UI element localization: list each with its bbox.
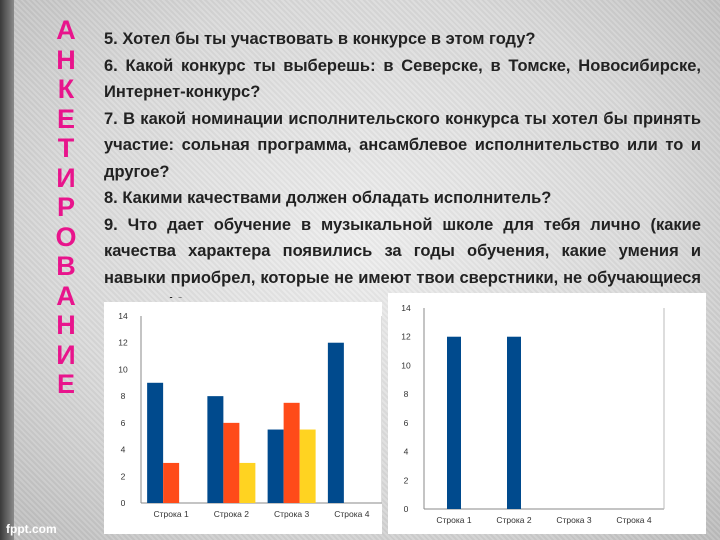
bar-series-2-2 [223, 422, 240, 503]
bar-series-2-3 [283, 402, 300, 503]
bar-series-1-3 [267, 429, 284, 503]
question-9: 9. Что дает обучение в музыкальной школе… [104, 215, 701, 299]
vertical-letter: И [56, 162, 76, 193]
x-category-label: Строка 3 [274, 509, 309, 519]
bar-series-1-2 [507, 336, 521, 509]
x-category-label: Строка 1 [154, 509, 189, 519]
y-tick-label: 10 [118, 364, 128, 374]
bar-series-1-4 [327, 342, 344, 503]
x-category-label: Строка 2 [496, 515, 531, 525]
question-6: 6. Какой конкурс ты выберешь: в Северске… [104, 56, 701, 102]
y-tick-label: 2 [121, 471, 126, 481]
y-tick-label: 8 [404, 389, 409, 399]
bar-series-2-1 [163, 462, 180, 503]
x-category-label: Строка 4 [616, 515, 651, 525]
y-tick-label: 4 [121, 445, 126, 455]
vertical-letter: Р [56, 192, 75, 222]
question-5: 5. Хотел бы ты участвовать в конкурсе в … [104, 30, 536, 48]
questions-list: 5. Хотел бы ты участвовать в конкурсе в … [104, 26, 701, 298]
vertical-letter: Е [56, 103, 75, 134]
x-category-label: Строка 3 [556, 515, 591, 525]
question-8: 8. Какими качествами должен обладать исп… [104, 189, 552, 207]
vertical-letter: Т [57, 133, 75, 163]
y-tick-label: 6 [404, 418, 409, 428]
vertical-letter: Н [56, 44, 76, 75]
y-tick-label: 12 [401, 332, 411, 342]
bar-series-3-2 [239, 462, 256, 503]
y-tick-label: 14 [118, 311, 128, 321]
bar-chart-2-svg: 0 2 4 6 8 10 12 14 Строка 1 Строка 2 Строка 3 Строк… [401, 303, 665, 525]
y-tick-label: 0 [404, 504, 409, 514]
y-tick-label: 0 [121, 498, 126, 508]
bar-series-1-1 [447, 336, 461, 509]
y-tick-label: 2 [404, 475, 409, 485]
bar-series-1-1 [147, 382, 164, 503]
vertical-letter: Н [56, 310, 76, 340]
x-category-label: Строка 4 [334, 509, 369, 519]
y-tick-label: 6 [121, 418, 126, 428]
vertical-letter: К [57, 74, 75, 104]
watermark-text: fppt.com [6, 522, 57, 536]
bar-chart-1: 0 2 4 6 8 10 12 14 Строка 1 Строка 2 Строка 3 Строк… [104, 302, 382, 534]
left-decorative-bar [0, 0, 14, 540]
bar-chart-2: 0 2 4 6 8 10 12 14 Строка 1 Строка 2 Строка 3 Строк… [388, 293, 706, 534]
bar-chart-1-svg: 0 2 4 6 8 10 12 14 Строка 1 Строка 2 Строка 3 Строк… [118, 311, 382, 519]
x-category-label: Строка 2 [214, 509, 249, 519]
y-tick-label: 10 [401, 360, 411, 370]
bar-series-3-3 [299, 429, 316, 503]
y-tick-label: 12 [118, 338, 128, 348]
bar-series-1-2 [207, 396, 224, 503]
y-tick-label: 4 [404, 447, 409, 457]
y-tick-label: 14 [401, 303, 411, 313]
vertical-letter: А [56, 280, 76, 311]
vertical-letter: О [55, 221, 77, 252]
y-tick-label: 8 [121, 391, 126, 401]
vertical-letter: Е [56, 369, 75, 399]
question-7: 7. В какой номинации исполнительского ко… [104, 109, 701, 181]
vertical-letter: А [56, 15, 76, 45]
x-category-label: Строка 1 [436, 515, 471, 525]
vertical-letter: И [56, 339, 76, 370]
vertical-letter: В [56, 251, 76, 281]
